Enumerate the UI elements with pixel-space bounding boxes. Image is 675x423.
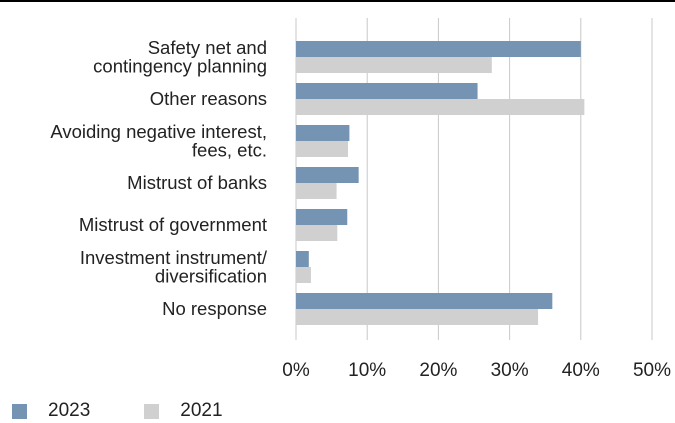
category-label-6-line-0: No response	[162, 298, 267, 319]
bar-2023-3	[296, 167, 359, 183]
legend: 2023 2021	[12, 399, 277, 423]
bars	[296, 41, 585, 325]
x-tick-label-2: 20%	[419, 360, 457, 381]
legend-swatch-2021	[144, 403, 160, 419]
legend-item-2023: 2023	[12, 400, 90, 422]
bar-2023-1	[296, 83, 478, 99]
bar-2021-4	[296, 225, 338, 241]
category-label-1-line-0: Other reasons	[150, 88, 267, 109]
legend-item-2021: 2021	[144, 400, 223, 422]
bar-2023-0	[296, 41, 581, 57]
x-tick-labels: 0% 10% 20% 30% 40% 50%	[282, 360, 671, 381]
category-label-5-line-0: Investment instrument/	[80, 247, 268, 268]
category-label-4-line-0: Mistrust of government	[79, 214, 267, 235]
bar-2023-2	[296, 125, 350, 141]
category-label-2-line-0: Avoiding negative interest,	[50, 121, 267, 142]
legend-swatch-2023	[12, 403, 27, 419]
bar-2021-0	[296, 57, 492, 73]
x-tick-label-1: 10%	[348, 360, 386, 381]
bar-2021-3	[296, 183, 337, 199]
bar-2021-6	[296, 309, 539, 325]
bar-2021-5	[296, 267, 311, 283]
x-tick-label-3: 30%	[491, 360, 529, 381]
category-label-5-line-1: diversification	[155, 265, 267, 286]
category-label-3-line-0: Mistrust of banks	[127, 172, 267, 193]
x-tick-label-4: 40%	[562, 360, 600, 381]
bar-2021-2	[296, 141, 348, 157]
x-tick-label-5: 50%	[633, 360, 671, 381]
legend-label-2023: 2023	[48, 400, 91, 421]
category-label-0-line-0: Safety net and	[148, 37, 267, 58]
x-tick-label-0: 0%	[282, 360, 310, 381]
bar-2023-5	[296, 251, 309, 267]
category-label-0-line-1: contingency planning	[93, 55, 267, 76]
bar-2021-1	[296, 99, 585, 115]
bar-2023-6	[296, 293, 553, 309]
category-label-2-line-1: fees, etc.	[192, 139, 267, 160]
legend-label-2021: 2021	[180, 400, 223, 421]
bar-2023-4	[296, 209, 348, 225]
